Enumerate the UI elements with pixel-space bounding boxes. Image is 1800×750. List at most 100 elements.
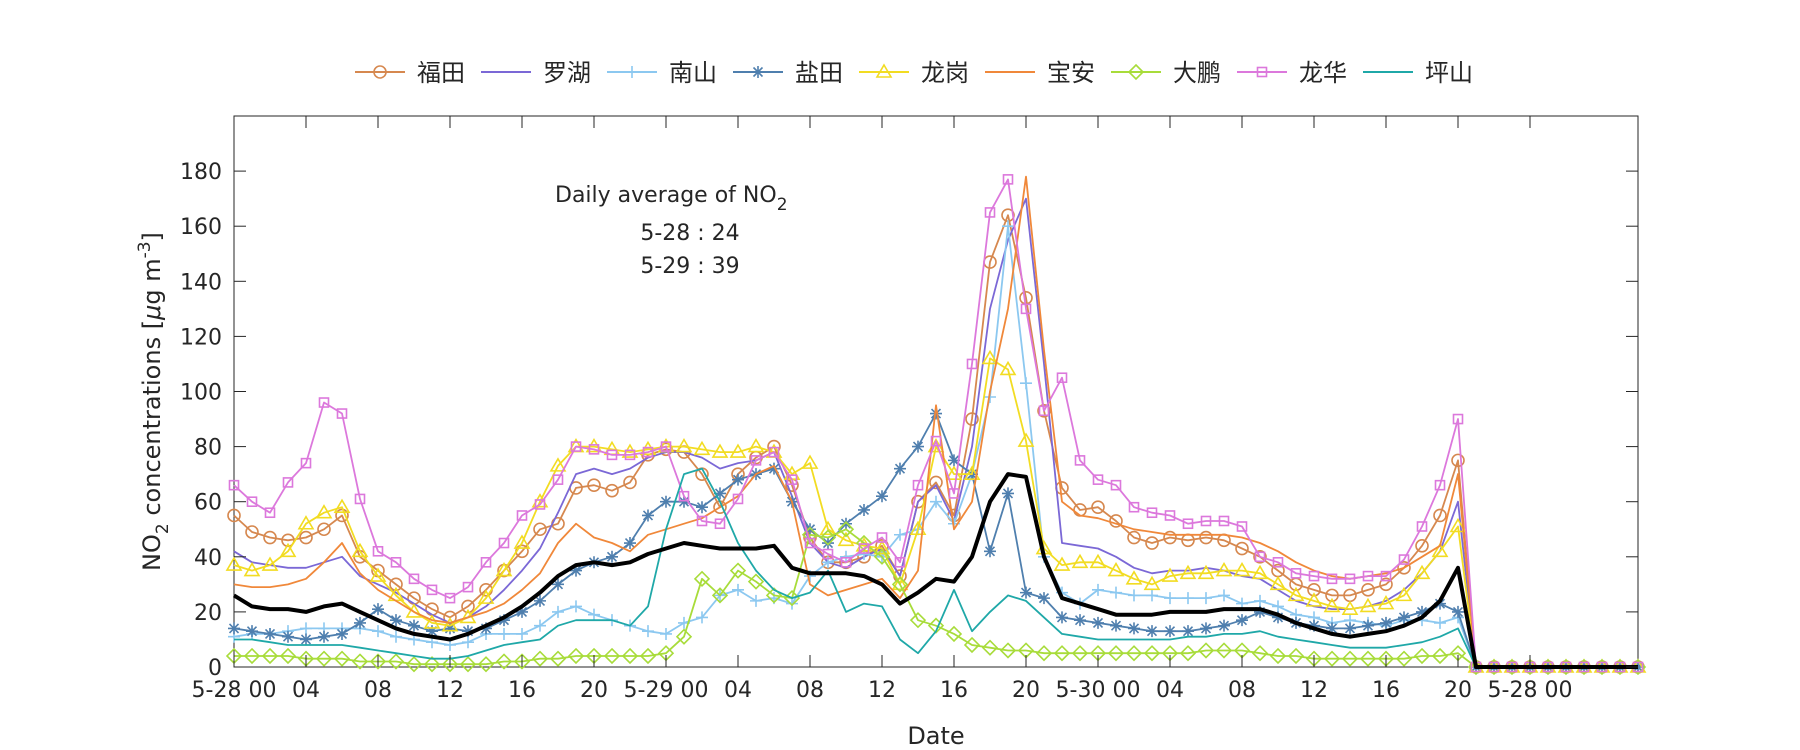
data-point <box>894 462 906 475</box>
data-point <box>768 446 780 458</box>
legend-label: 龙岗 <box>921 59 969 87</box>
data-point <box>696 515 708 527</box>
data-point <box>228 622 240 635</box>
data-point <box>1308 570 1320 582</box>
series-line <box>233 175 1638 668</box>
legend-label: 宝安 <box>1047 59 1095 87</box>
data-point <box>1416 605 1428 618</box>
average-line <box>232 472 1638 669</box>
data-point <box>1380 616 1392 629</box>
data-point <box>1143 575 1161 591</box>
data-point <box>1434 479 1446 491</box>
data-point <box>1218 619 1230 632</box>
data-point <box>1395 586 1413 602</box>
data-point <box>873 548 891 565</box>
legend-label: 坪山 <box>1425 59 1473 87</box>
annotation: Daily average of NO2 5-28 : 24 5-29 : 39 <box>555 183 788 279</box>
data-point <box>1089 553 1107 569</box>
data-point <box>1002 174 1014 185</box>
data-point <box>387 653 405 670</box>
data-point <box>1341 600 1359 615</box>
data-point <box>1017 432 1035 447</box>
x-tick-label: 12 <box>868 678 896 703</box>
data-point <box>1433 508 1447 523</box>
data-point <box>444 622 456 635</box>
data-point <box>912 479 924 491</box>
data-point <box>876 532 888 543</box>
data-point <box>765 587 783 604</box>
data-point <box>588 608 600 621</box>
data-point <box>1287 586 1305 602</box>
legend-label: 盐田 <box>795 59 843 87</box>
data-point <box>603 647 621 665</box>
annotation-title: Daily average of NO2 <box>555 183 788 215</box>
data-point <box>1125 570 1143 585</box>
data-point <box>300 457 312 469</box>
data-point <box>480 622 492 635</box>
data-point <box>1359 597 1377 613</box>
data-point <box>984 207 996 218</box>
data-point <box>912 440 924 453</box>
legend-entry: 罗湖 <box>481 59 591 87</box>
legend-entry: 福田 <box>355 59 465 87</box>
series-station-7 <box>228 174 1644 673</box>
data-point <box>1107 561 1125 577</box>
data-point <box>768 462 780 475</box>
data-point <box>963 465 981 480</box>
y-tick-label: 100 <box>180 381 222 406</box>
data-point <box>1379 577 1393 592</box>
data-point <box>1092 616 1104 629</box>
data-point <box>423 614 441 629</box>
data-point <box>1377 595 1395 610</box>
data-point <box>693 570 711 587</box>
data-point <box>1323 597 1341 613</box>
data-point <box>819 529 837 546</box>
data-point <box>1253 549 1267 564</box>
data-point <box>966 358 978 370</box>
data-point <box>1146 507 1158 519</box>
data-point <box>369 567 387 582</box>
data-point <box>678 495 690 508</box>
data-point <box>999 642 1017 659</box>
data-point <box>315 504 333 519</box>
data-point <box>1398 611 1410 624</box>
data-point <box>948 488 960 499</box>
legend-entry: 坪山 <box>1363 59 1473 87</box>
data-point <box>642 509 654 522</box>
data-point <box>858 543 870 554</box>
data-point <box>264 507 276 519</box>
data-point <box>675 438 693 453</box>
ticks-layer: 0 20 40 60 80 100 120 140 160 180 5-28 00 04 08 12 16 2… <box>180 116 1638 703</box>
data-point <box>1056 372 1068 384</box>
data-point <box>498 537 510 549</box>
data-point <box>1020 303 1032 315</box>
data-point <box>246 496 258 508</box>
legend-label: 福田 <box>417 59 465 87</box>
data-point <box>1071 645 1089 662</box>
plot-area: 0 20 40 60 80 100 120 140 160 180 5-28 00 04 08 12 16 2… <box>180 115 1647 703</box>
data-point <box>1449 517 1467 533</box>
data-point <box>1431 542 1449 558</box>
data-point <box>945 625 963 643</box>
data-point <box>552 605 564 618</box>
data-point <box>965 412 979 426</box>
data-point <box>1110 619 1122 632</box>
legend-entry: 大鹏 <box>1111 59 1221 87</box>
data-point <box>837 521 855 538</box>
data-point <box>693 440 711 456</box>
data-point <box>696 611 708 624</box>
data-point <box>999 360 1017 376</box>
data-point <box>1272 600 1284 613</box>
data-point <box>372 625 384 638</box>
data-point <box>1272 611 1284 624</box>
data-point <box>606 550 618 563</box>
data-point <box>462 636 474 649</box>
data-point <box>1236 614 1248 627</box>
data-point <box>534 619 546 632</box>
data-point <box>1125 645 1143 662</box>
data-point <box>840 550 852 563</box>
data-point <box>981 349 999 365</box>
data-point <box>516 510 528 521</box>
data-point <box>570 600 582 613</box>
data-point <box>1218 515 1230 527</box>
